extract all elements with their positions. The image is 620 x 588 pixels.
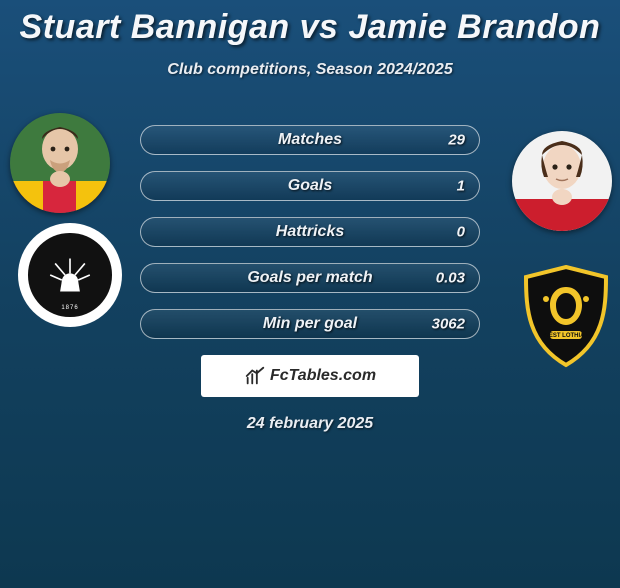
club-left-crest: 1876 — [18, 223, 122, 327]
club-right-crest: WEST LOTHIAN — [512, 265, 620, 373]
stat-label: Goals — [288, 177, 332, 195]
page-title: Stuart Bannigan vs Jamie Brandon — [0, 8, 620, 47]
stat-bar: Hattricks 0 — [140, 217, 480, 247]
svg-text:WEST LOTHIAN: WEST LOTHIAN — [543, 333, 589, 339]
attribution-logo: FcTables.com — [201, 355, 419, 397]
stat-bar: Matches 29 — [140, 125, 480, 155]
stat-right-value: 0 — [457, 224, 465, 241]
player-right-avatar — [512, 131, 612, 231]
stat-right-value: 1 — [457, 178, 465, 195]
stat-bar: Goals 1 — [140, 171, 480, 201]
chart-icon — [244, 365, 266, 387]
stat-right-value: 3062 — [432, 316, 465, 333]
stat-label: Hattricks — [276, 223, 344, 241]
stat-label: Matches — [278, 131, 342, 149]
stat-right-value: 0.03 — [436, 270, 465, 287]
stat-label: Goals per match — [247, 269, 372, 287]
stat-label: Min per goal — [263, 315, 357, 333]
stat-bars: Matches 29 Goals 1 Hattricks 0 Goals per… — [140, 103, 480, 339]
player-left-avatar — [10, 113, 110, 213]
attribution-text: FcTables.com — [270, 367, 376, 385]
stat-bar: Min per goal 3062 — [140, 309, 480, 339]
date-label: 24 february 2025 — [0, 415, 620, 433]
comparison-region: 1876 WEST LOTHIAN Matches 29 Goals 1 Hat — [0, 103, 620, 433]
stat-bar: Goals per match 0.03 — [140, 263, 480, 293]
subtitle: Club competitions, Season 2024/2025 — [0, 61, 620, 79]
stat-right-value: 29 — [448, 132, 465, 149]
